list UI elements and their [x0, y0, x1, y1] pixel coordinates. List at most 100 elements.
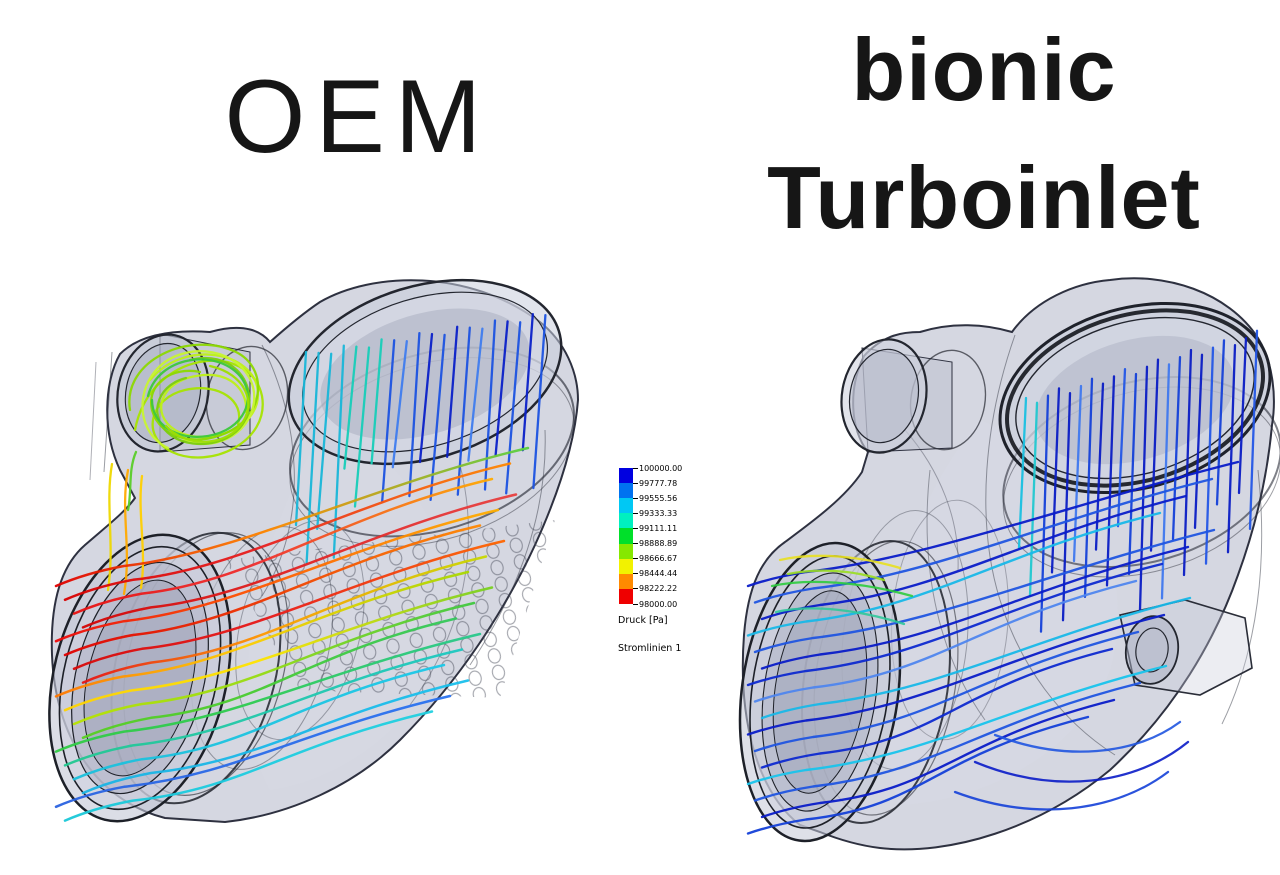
streamline [953, 770, 1170, 811]
streamline [532, 313, 547, 490]
legend-color-swatch [619, 528, 633, 544]
legend-tick-mark [633, 527, 638, 529]
streamline [54, 632, 482, 753]
wireframe-contour [1221, 469, 1263, 725]
streamline [746, 613, 1166, 736]
streamline [54, 508, 500, 643]
streamline [54, 570, 470, 698]
legend-tick-mark [633, 558, 638, 560]
streamline [753, 630, 1140, 753]
right-panel-title-line1: bionic [851, 20, 1117, 119]
streamline [54, 446, 530, 588]
streamline [753, 681, 1142, 802]
streamline [1050, 387, 1061, 574]
streamline [370, 338, 383, 465]
bionic-intake-port [840, 338, 987, 454]
legend-tick-label: 98222.22 [639, 584, 678, 594]
legend-tick-mark [633, 512, 638, 514]
streamline [753, 528, 1216, 654]
streamline [81, 493, 518, 629]
streamline [760, 545, 1190, 670]
streamline [63, 710, 434, 822]
wireframe-contour [904, 429, 959, 571]
streamline [778, 554, 902, 570]
streamline [494, 320, 509, 457]
streamline [126, 450, 138, 512]
streamline [63, 462, 512, 602]
streamline [1061, 392, 1072, 622]
pressure-legend: Druck [Pa] Stromlinien 1 100000.00 99777.… [617, 455, 732, 675]
left-panel-title: OEM [224, 59, 492, 175]
streamline [973, 740, 1190, 783]
streamline [54, 694, 452, 809]
streamline [1171, 356, 1182, 541]
legend-color-swatch [619, 543, 633, 559]
right-panel-title-line2: Turboinlet [767, 147, 1201, 247]
streamline [353, 346, 371, 508]
streamline [429, 333, 446, 502]
streamline [753, 477, 1214, 604]
oem-inlet-streamlines [294, 313, 547, 565]
legend-tick-mark [633, 482, 638, 484]
streamline [770, 580, 914, 598]
legend-tick-label: 99777.78 [639, 478, 678, 488]
legend-tick-label: 99333.33 [639, 508, 678, 518]
streamline [746, 562, 1164, 687]
streamline [746, 460, 1240, 588]
legend-tick-label: 99111.11 [639, 523, 678, 533]
streamline [993, 720, 1182, 753]
legend-color-swatch [619, 588, 633, 604]
streamline [1149, 358, 1160, 552]
streamline [760, 596, 1192, 720]
wireframe-contour [103, 351, 113, 473]
streamline [1226, 344, 1237, 554]
legend-color-swatch [619, 468, 633, 484]
legend-quantity-label: Druck [Pa] [618, 615, 668, 626]
streamline [316, 352, 333, 530]
streamline [72, 539, 506, 671]
legend-tick-label: 100000.00 [639, 463, 683, 473]
streamline [1204, 346, 1215, 565]
streamline [483, 319, 497, 491]
streamline [467, 327, 484, 462]
streamline [106, 462, 114, 592]
streamline [1193, 353, 1204, 529]
legend-tick-label: 98000.00 [639, 599, 678, 609]
streamline [1248, 329, 1259, 530]
oem-neck-rib [235, 519, 365, 741]
streamline [1072, 384, 1083, 563]
streamline [81, 617, 458, 740]
streamline [521, 313, 534, 452]
streamline [72, 601, 476, 726]
streamline [786, 569, 886, 582]
bionic-body-streamlines [746, 460, 1240, 835]
streamline [63, 648, 464, 767]
streamline [1083, 377, 1094, 598]
streamline [760, 647, 1114, 769]
legend-tick-label: 98444.44 [639, 569, 678, 579]
streamline [72, 477, 494, 615]
streamline [63, 586, 494, 712]
streamline [81, 679, 470, 795]
streamline [156, 357, 251, 446]
streamline [774, 607, 906, 626]
bionic-model [738, 277, 1280, 851]
legend-tick-mark [633, 603, 638, 605]
legend-color-swatch [619, 573, 633, 589]
streamline [746, 715, 1090, 835]
streamline [1028, 401, 1039, 597]
legend-color-swatch [619, 483, 633, 499]
oem-port-swirl-streamlines [106, 343, 264, 596]
streamline [446, 325, 459, 458]
streamline [418, 332, 434, 464]
streamline [1105, 375, 1116, 587]
streamline [305, 351, 320, 565]
streamline [746, 511, 1162, 637]
streamline [408, 331, 421, 498]
legend-color-swatch [619, 498, 633, 514]
streamline [122, 468, 130, 596]
bionic-side-boss [1119, 599, 1253, 696]
legend-tick-mark [633, 497, 638, 499]
